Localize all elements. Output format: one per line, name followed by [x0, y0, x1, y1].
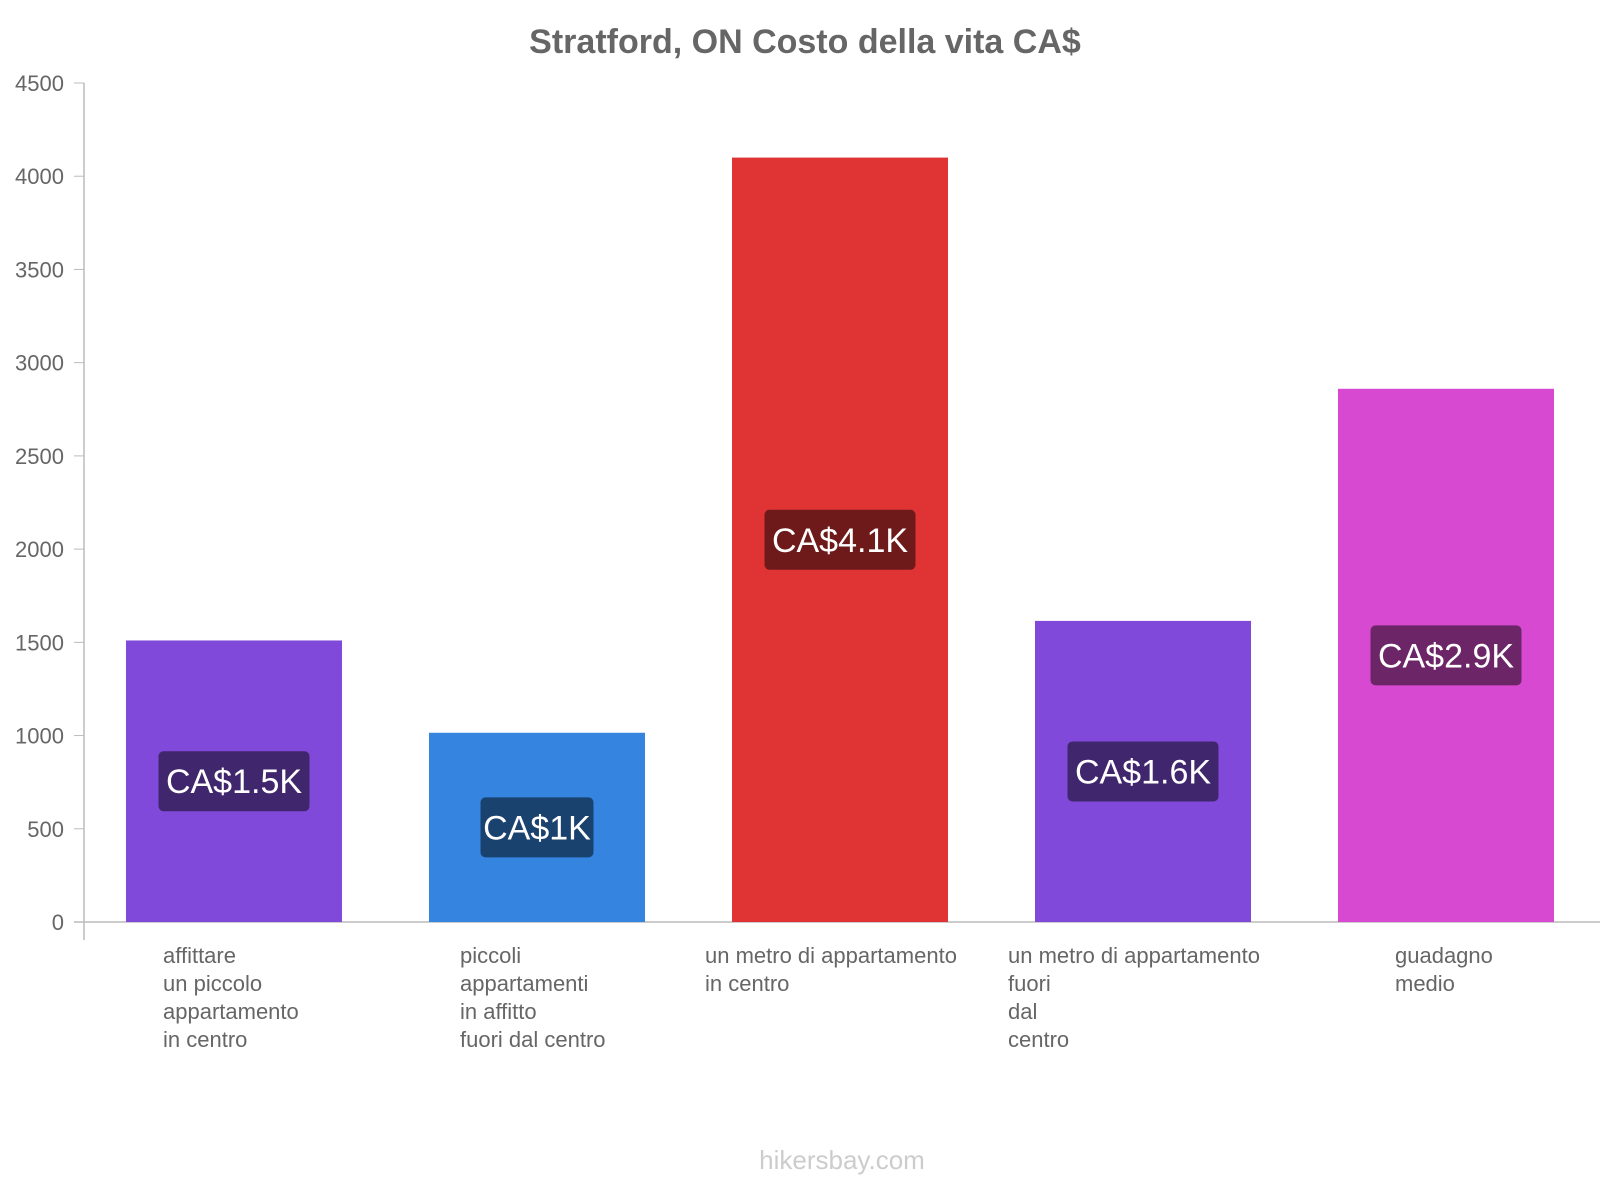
y-tick-label: 4500 — [15, 71, 64, 96]
y-tick-label: 2500 — [15, 444, 64, 469]
value-label: CA$4.1K — [772, 522, 908, 560]
y-tick-label: 1500 — [15, 630, 64, 655]
value-label-box — [480, 797, 594, 858]
value-label: CA$1.6K — [1075, 753, 1211, 791]
category-label: un piccolo — [163, 971, 262, 996]
category-label: piccoli — [460, 943, 521, 968]
y-tick-label: 4000 — [15, 164, 64, 189]
x-axis-labels: affittare un piccolo appartamento in centro… — [163, 943, 1493, 1052]
chart-title: Stratford, ON Costo della vita CA$ — [529, 23, 1081, 61]
category-label: in centro — [163, 1027, 247, 1052]
value-label-box — [1370, 625, 1522, 686]
bars: CA$1.5K CA$1K CA$4.1K CA$1.6K CA$2.9K — [126, 157, 1554, 923]
y-tick-label: 2000 — [15, 537, 64, 562]
category-label: fuori dal centro — [460, 1027, 606, 1052]
category-label: centro — [1008, 1027, 1069, 1052]
value-label-box — [1067, 741, 1219, 802]
category-label: appartamento — [163, 999, 299, 1024]
value-label: CA$2.9K — [1378, 637, 1514, 675]
y-tick-label: 500 — [27, 817, 64, 842]
category-label: un metro di appartamento — [705, 943, 957, 968]
category-label: dal — [1008, 999, 1037, 1024]
value-label: CA$1.5K — [166, 763, 302, 801]
category-label: in affitto — [460, 999, 537, 1024]
category-label: fuori — [1008, 971, 1051, 996]
y-tick-label: 3500 — [15, 257, 64, 282]
category-label: medio — [1395, 971, 1455, 996]
y-tick-label: 1000 — [15, 724, 64, 749]
category-label: guadagno — [1395, 943, 1493, 968]
y-tick-label: 3000 — [15, 351, 64, 376]
category-label: affittare — [163, 943, 236, 968]
category-label: in centro — [705, 971, 789, 996]
category-label: un metro di appartamento — [1008, 943, 1260, 968]
value-label-box — [764, 509, 916, 570]
y-tick-label: 0 — [52, 910, 64, 935]
source-watermark: hikersbay.com — [759, 1145, 925, 1175]
category-label: appartamenti — [460, 971, 588, 996]
value-label-box — [158, 751, 310, 812]
value-label: CA$1K — [483, 809, 591, 847]
